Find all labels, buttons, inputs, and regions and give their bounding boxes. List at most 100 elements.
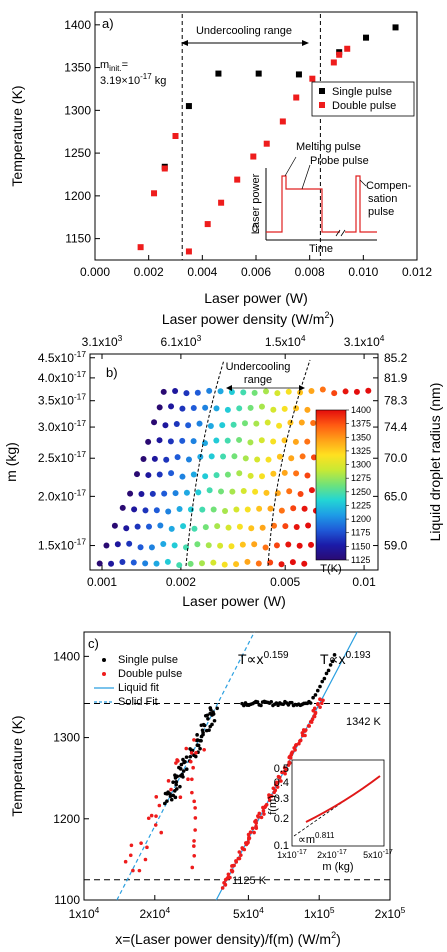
double-pulse-point — [318, 705, 322, 709]
mass-power-point — [127, 490, 134, 497]
mass-power-point — [222, 508, 229, 515]
double-pulse-point — [192, 738, 196, 742]
panel-b-ytick-label: 3.0x10-17 — [38, 418, 86, 434]
double-pulse-point — [190, 865, 195, 870]
panel-b-top-ticks: 3.1x103 6.1x103 1.5x104 3.1x104 — [82, 333, 385, 349]
double-pulse-point — [189, 751, 194, 755]
mass-power-point — [229, 488, 236, 495]
double-pulse-point — [192, 799, 196, 804]
mass-power-point — [278, 561, 285, 568]
mass-power-point — [217, 542, 224, 549]
mass-power-point — [293, 405, 300, 412]
double-pulse-point — [226, 872, 231, 877]
mass-power-point — [265, 456, 272, 463]
single-pulse-point — [311, 695, 315, 700]
mass-power-point — [199, 506, 206, 513]
single-pulse-point — [178, 784, 182, 789]
mass-power-point — [247, 472, 254, 479]
legend-marker-double — [319, 102, 325, 108]
double-pulse-point — [300, 733, 305, 738]
single-pulse-point — [192, 753, 196, 757]
mass-power-point — [224, 406, 231, 413]
mass-power-point — [228, 389, 235, 396]
double-pulse-point — [287, 761, 292, 765]
single-pulse-point — [332, 653, 337, 657]
mass-power-point — [228, 543, 235, 550]
single-pulse-point — [195, 733, 199, 737]
mass-power-point — [251, 389, 258, 396]
panel-c-ytick-label: 1100 — [54, 893, 80, 907]
mass-power-point — [126, 540, 133, 547]
double-pulse-point — [192, 854, 197, 858]
panel-b-label: b) — [106, 365, 118, 380]
mass-power-point — [267, 505, 274, 512]
double-pulse-point — [191, 765, 195, 770]
mass-power-point — [96, 560, 103, 567]
mass-power-point — [251, 541, 258, 548]
inset-comp-2: sation — [368, 193, 397, 205]
mass-power-point — [198, 560, 205, 567]
single-pulse-point — [322, 676, 327, 681]
double-pulse-point — [310, 717, 315, 722]
mass-power-point — [153, 507, 160, 514]
mass-power-point — [213, 405, 220, 412]
panel-c-y-label: Temperature (K) — [9, 715, 25, 816]
panel-c-ytick-label: 1200 — [53, 812, 80, 826]
double-pulse-point — [247, 835, 251, 840]
mass-power-point — [137, 544, 144, 551]
single-pulse-point — [215, 706, 219, 711]
mass-power-point — [156, 437, 163, 444]
mass-power-point — [217, 388, 224, 395]
mass-power-point — [304, 472, 311, 479]
panel-c-xtick-label: 1x104 — [69, 905, 100, 921]
panel-a-xtick-label: 0.008 — [295, 265, 325, 279]
mass-power-point — [160, 388, 167, 395]
mass-power-point — [276, 453, 283, 460]
hline-label-1342: 1342 K — [346, 716, 382, 728]
single-pulse-point — [392, 24, 399, 31]
panel-c-xtick-label: 2x105 — [375, 905, 406, 921]
panel-b-top-tick-label: 3.1x104 — [344, 333, 385, 349]
inset-comp-1: Compen- — [366, 180, 412, 192]
mass-power-point — [140, 456, 147, 463]
single-pulse-point — [210, 713, 214, 717]
legend-label-single-c: Single pulse — [118, 654, 178, 666]
mass-power-point — [208, 453, 215, 460]
single-pulse-point — [174, 780, 179, 784]
mass-power-point — [142, 507, 149, 514]
single-pulse-point — [320, 679, 325, 684]
single-pulse-point — [208, 706, 213, 710]
mass-power-point — [202, 473, 209, 480]
mass-power-point — [331, 390, 338, 397]
mass-power-point — [213, 437, 220, 444]
mass-power-point — [287, 419, 294, 426]
panel-c-ytick-label: 1400 — [53, 649, 80, 663]
panel-b-ytick-label: 2.5x10-17 — [38, 449, 86, 465]
double-pulse-point — [321, 698, 325, 703]
double-pulse-point — [290, 750, 295, 754]
mass-power-point — [202, 524, 209, 531]
mass-power-point — [310, 419, 317, 426]
double-pulse-point — [139, 841, 143, 845]
panel-b-range-label-1: Undercooling — [226, 361, 291, 373]
single-pulse-point — [173, 795, 178, 800]
double-pulse-point — [161, 165, 168, 172]
mass-power-point — [210, 559, 217, 566]
mass-power-point — [164, 558, 171, 565]
mass-power-point — [156, 404, 163, 411]
colorbar-tick-label: 1125 — [351, 555, 370, 565]
colorbar-tick-label: 1400 — [351, 405, 371, 415]
inset-c-ytick-3: 0.2 — [274, 813, 289, 825]
mass-power-point — [233, 561, 240, 568]
single-pulse-point — [171, 780, 175, 785]
double-pulse-point — [145, 845, 149, 850]
double-pulse-point — [129, 843, 134, 848]
panel-c-ytick-label: 1300 — [53, 731, 80, 745]
double-pulse-point — [184, 746, 189, 751]
mass-power-point — [157, 522, 164, 529]
panel-b-top-tick-label: 3.1x103 — [82, 333, 123, 349]
panel-b-top-tick-label: 1.5x104 — [265, 333, 306, 349]
panel-b-x-label: Laser power (W) — [182, 593, 285, 609]
panel-b-ytick-label: 4.5x10-17 — [38, 349, 86, 365]
mass-power-point — [119, 559, 126, 566]
